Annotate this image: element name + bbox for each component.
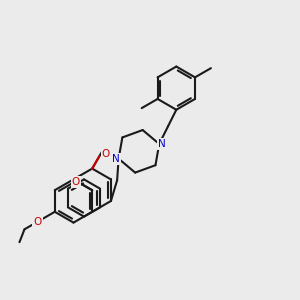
Text: O: O	[72, 177, 80, 187]
Text: N: N	[158, 139, 166, 149]
Text: O: O	[102, 149, 110, 159]
Text: N: N	[112, 154, 120, 164]
Text: O: O	[34, 217, 42, 227]
